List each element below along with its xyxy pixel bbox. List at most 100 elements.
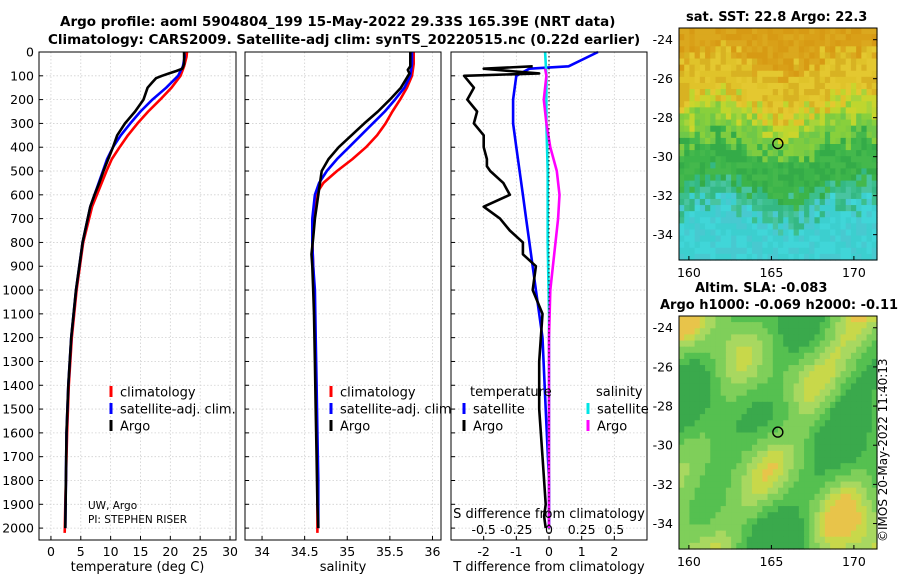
sst_map-cell — [720, 162, 727, 170]
sst_map-cell — [736, 58, 743, 66]
sla_map-cell — [824, 487, 831, 495]
sla_map-cell — [699, 469, 706, 477]
sla_map-cell — [684, 395, 691, 403]
sla_map-cell — [762, 334, 769, 342]
sst_map-cell — [830, 125, 836, 133]
sla_map-cell — [772, 328, 779, 335]
sst_map-cell — [850, 229, 857, 237]
sla_map-cell — [699, 475, 706, 483]
sla_map-cell — [762, 377, 769, 385]
sst_map-cell — [684, 229, 691, 237]
sst_map-cell — [793, 58, 800, 66]
sla_map-cell — [788, 316, 795, 323]
sst_map-cell — [845, 76, 852, 84]
sla_map-cell — [751, 542, 758, 550]
sla_map-cell — [705, 377, 711, 385]
sla_map-cell — [684, 352, 691, 360]
sst_map-cell — [850, 186, 857, 194]
sla_map-cell — [819, 499, 826, 507]
sst_map-cell — [741, 205, 748, 212]
sla_map-cell — [731, 322, 737, 329]
sla_map-cell — [720, 487, 727, 495]
sst_map-cell — [689, 101, 696, 108]
sla_map-cell — [845, 493, 852, 501]
sla_map-cell — [798, 365, 805, 372]
sla_map-cell — [679, 481, 685, 489]
sla_map-cell — [866, 530, 873, 538]
sla_map-cell — [767, 481, 774, 489]
sla_map-cell — [814, 352, 821, 360]
sst_map-cell — [830, 131, 836, 139]
sst_map-cell — [699, 174, 706, 182]
sla_map-cell — [684, 444, 691, 452]
sst_map-cell — [710, 235, 717, 243]
sla_map-cell — [746, 420, 753, 427]
sst_map-cell — [705, 131, 711, 139]
sla_map-cell — [746, 346, 753, 354]
sst_map-cell — [861, 174, 868, 182]
sst_map-cell — [689, 52, 696, 60]
sla_map-cell — [866, 475, 873, 483]
sla_map-cell — [830, 481, 836, 489]
temperature-ytick-label: 0 — [26, 45, 34, 60]
sst_map-cell — [751, 223, 758, 231]
sst_map-cell — [804, 40, 810, 47]
sla_map-cell — [798, 524, 805, 532]
sst_map-cell — [835, 101, 842, 108]
sla_map-cell — [715, 426, 722, 434]
sst_map-cell — [720, 180, 727, 188]
sla_map-cell — [751, 395, 758, 403]
sla_map-cell — [720, 420, 727, 427]
sla_map-cell — [736, 352, 743, 360]
sst_map-cell — [679, 168, 685, 176]
sst_map-cell — [866, 168, 873, 176]
sla_map-cell — [850, 389, 857, 397]
sst_map-cell — [835, 198, 842, 206]
sst_map-cell — [762, 205, 769, 212]
sla_map-cell — [746, 506, 753, 513]
sst_map-cell — [757, 241, 763, 249]
temperature-ytick-label: 1600 — [2, 425, 34, 440]
sla_map-cell — [804, 506, 810, 513]
sst_map-cell — [850, 131, 857, 139]
sla_map-cell — [751, 334, 758, 342]
sst_map-cell — [694, 131, 701, 139]
sst_map-cell — [824, 40, 831, 47]
sst_map-cell — [778, 95, 784, 102]
sla_map-cell — [871, 530, 878, 538]
sla_map-cell — [788, 401, 795, 409]
sla_map-cell — [746, 328, 753, 335]
sla_map-cell — [684, 536, 691, 544]
salinity-xtick-label: 34.5 — [291, 544, 319, 559]
sla_map-cell — [736, 414, 743, 421]
sst_map-cell — [835, 119, 842, 127]
sst_map-cell — [757, 174, 763, 182]
sst_map-cell — [767, 101, 774, 108]
sla_map-cell — [798, 328, 805, 335]
sst_map-cell — [762, 192, 769, 200]
sla_map-cell — [689, 346, 696, 354]
sla_map-cell — [819, 389, 826, 397]
sst_map-cell — [767, 107, 774, 115]
sla_map-cell — [824, 438, 831, 446]
sla_map-cell — [679, 506, 685, 513]
sst_map-cell — [736, 46, 743, 54]
sla_map-cell — [684, 475, 691, 483]
sla_map-cell — [871, 371, 878, 378]
sst_map-cell — [689, 205, 696, 212]
sla_map-cell — [871, 383, 878, 391]
sla_map-cell — [778, 499, 784, 507]
sst_map-cell — [871, 89, 878, 96]
sst_map-cell — [866, 253, 873, 261]
sla_map-cell — [845, 395, 852, 403]
sla-map-subtitle: Argo h1000: -0.069 h2000: -0.11 — [660, 298, 899, 313]
sst_map-cell — [819, 235, 826, 243]
sla_map-cell — [746, 426, 753, 434]
sst_map-cell — [746, 34, 753, 41]
sla_map-cell — [809, 524, 816, 532]
sla_map-cell — [793, 389, 800, 397]
sst_map-cell — [731, 101, 737, 108]
sla_map-cell — [840, 346, 847, 354]
sla_map-cell — [845, 536, 852, 544]
sla_map-cell — [804, 432, 810, 440]
